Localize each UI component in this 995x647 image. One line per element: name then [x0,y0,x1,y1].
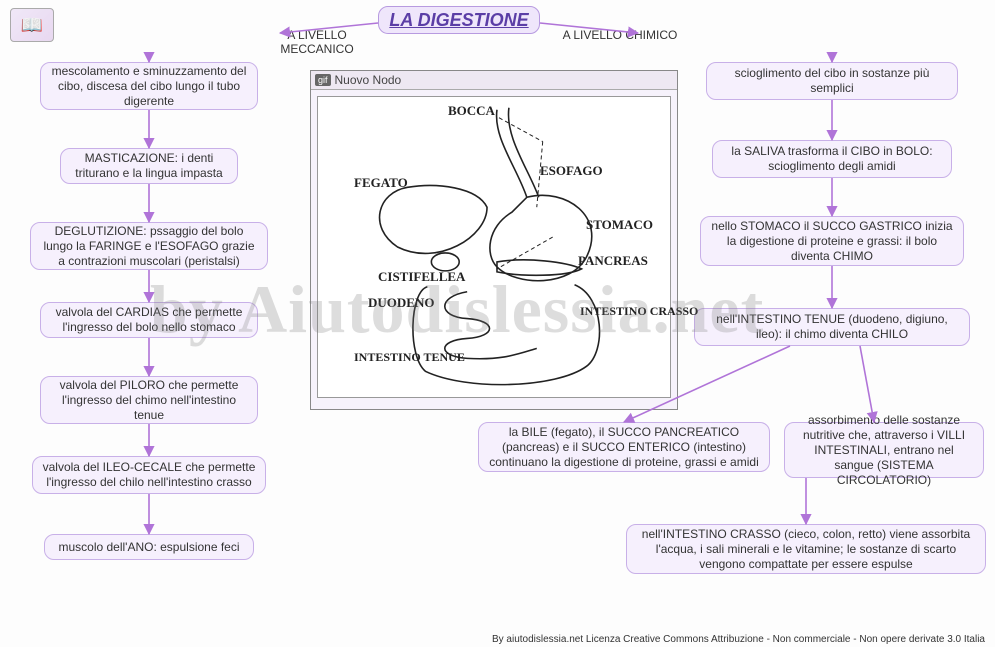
right-node-2: nello STOMACO il SUCCO GASTRICO inizia l… [700,216,964,266]
bottom-node-bile: la BILE (fegato), il SUCCO PANCREATICO (… [478,422,770,472]
right-node-3: nell'INTESTINO TENUE (duodeno, digiuno, … [694,308,970,346]
branch-label-left: A LIVELLO MECCANICO [252,28,382,57]
bottom-node-crasso: nell'INTESTINO CRASSO (cieco, colon, ret… [626,524,986,574]
left-node-6: muscolo dell'ANO: espulsione feci [44,534,254,560]
anat-pancreas: PANCREAS [578,253,648,269]
right-node-0: scioglimento del cibo in sostanze più se… [706,62,958,100]
anat-crasso: INTESTINO CRASSO [580,305,698,317]
left-node-0: mescolamento e sminuzzamento del cibo, d… [40,62,258,110]
left-node-1: MASTICAZIONE: i denti triturano e la lin… [60,148,238,184]
branch-label-right: A LIVELLO CHIMICO [560,28,680,42]
left-node-4: valvola del PILORO che permette l'ingres… [40,376,258,424]
right-node-1: la SALIVA trasforma il CIBO in BOLO: sci… [712,140,952,178]
embedded-diagram: gif Nuovo Nodo [310,70,678,410]
title-node: LA DIGESTIONE [378,6,540,34]
left-node-2: DEGLUTIZIONE: pssaggio del bolo lungo la… [30,222,268,270]
logo-icon: 📖 [10,8,54,42]
gif-badge: gif [315,74,331,86]
anatomy-drawing: BOCCA FEGATO ESOFAGO STOMACO PANCREAS CI… [317,96,671,398]
embedded-header: Nuovo Nodo [335,73,402,87]
anat-duodeno: DUODENO [368,295,434,311]
left-node-5: valvola del ILEO-CECALE che permette l'i… [32,456,266,494]
anat-bocca: BOCCA [448,103,495,119]
bottom-node-assorb: assorbimento delle sostanze nutritive ch… [784,422,984,478]
credit-line: By aiutodislessia.net Licenza Creative C… [492,634,985,645]
left-node-3: valvola del CARDIAS che permette l'ingre… [40,302,258,338]
anat-esofago: ESOFAGO [540,163,603,179]
anat-fegato: FEGATO [354,175,408,191]
anat-cistifellea: CISTIFELLEA [378,269,465,285]
anat-stomaco: STOMACO [586,217,653,233]
anat-tenue: INTESTINO TENUE [354,351,465,363]
